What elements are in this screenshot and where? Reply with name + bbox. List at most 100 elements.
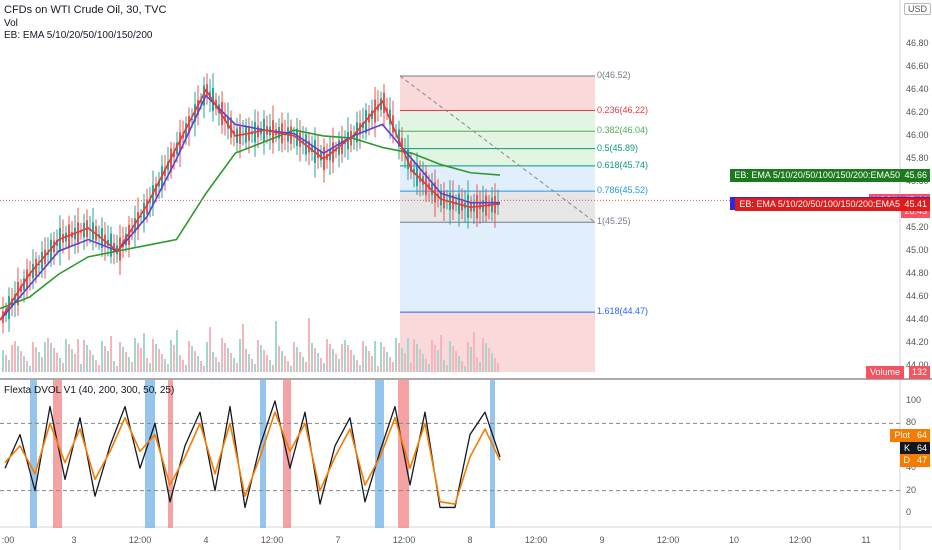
volume-bar (194, 351, 196, 372)
volume-bar (254, 364, 256, 372)
volume-bar (419, 349, 421, 372)
volume-bar (272, 365, 274, 372)
volume-bar (131, 362, 133, 372)
candle-body (191, 118, 193, 120)
volume-bar (464, 366, 466, 372)
volume-bar (317, 353, 319, 372)
volume-bar (389, 357, 391, 372)
volume-legend: Vol (4, 18, 18, 29)
volume-bar (41, 357, 43, 372)
volume-bar (386, 352, 388, 372)
volume-bar (428, 364, 430, 372)
candle-body (233, 130, 235, 134)
volume-bar (398, 343, 400, 372)
currency-label[interactable]: USD (904, 3, 932, 15)
volume-bar (308, 318, 310, 372)
volume-bar (395, 338, 397, 372)
volume-bar (479, 362, 481, 372)
ema-line-ema50[interactable] (0, 129, 501, 310)
volume-bar (38, 352, 40, 372)
price-tick: 46.40 (906, 83, 929, 94)
volume-bar (137, 343, 139, 372)
symbol-title: CFDs on WTI Crude Oil, 30, TVC (4, 4, 167, 16)
fib-level-label: 0.5(45.89) (597, 142, 639, 153)
fib-trend-line[interactable] (399, 75, 596, 223)
candle-body (344, 142, 346, 144)
volume-bar (62, 363, 64, 372)
volume-bar (416, 344, 418, 372)
volume-bar (311, 343, 313, 372)
time-tick: 12:00 (524, 535, 548, 545)
volume-bar (119, 342, 121, 372)
volume-bar (341, 344, 343, 372)
volume-bar (221, 338, 223, 372)
volume-bar (473, 332, 475, 372)
candle-body (407, 149, 409, 170)
time-tick: 11 (861, 535, 871, 545)
volume-bar (329, 344, 331, 372)
signal-column (53, 380, 62, 528)
time-tick: 9 (599, 535, 605, 545)
volume-bar (383, 347, 385, 372)
price-tick: 44.60 (906, 291, 929, 302)
volume-bar (80, 364, 82, 372)
volume-bar (56, 353, 58, 372)
volume-bar (35, 347, 37, 372)
volume-bar (275, 321, 277, 372)
volume-bar (455, 351, 457, 372)
price-tick: 45.20 (906, 222, 929, 233)
candle-body (173, 151, 175, 158)
price-tag-label: Volume (865, 366, 904, 379)
volume-bar (404, 353, 406, 372)
price-tick: 44.00 (906, 360, 929, 370)
oscillator-d-line[interactable] (4, 411, 501, 505)
fib-zone (400, 131, 595, 149)
fib-zone (400, 76, 595, 111)
volume-bar (407, 338, 409, 372)
volume-bar (284, 356, 286, 372)
candle-body (155, 183, 157, 196)
volume-bar (107, 351, 109, 372)
volume-bar (173, 345, 175, 372)
volume-bar (176, 330, 178, 372)
candle-body (389, 109, 391, 125)
volume-bar (281, 351, 283, 372)
indicator-tag-value: 64 (913, 442, 930, 456)
fib-level-label: 0.786(45.52) (597, 185, 649, 196)
volume-bar (263, 350, 265, 372)
candle-body (194, 104, 196, 122)
price-tag-label: EB: EMA 5/10/20/50/100/150/200:EMA5 (735, 197, 904, 211)
candle-body (167, 161, 169, 171)
candle-body (131, 228, 133, 232)
volume-bar (167, 364, 169, 372)
volume-bar (359, 365, 361, 372)
volume-bar (197, 356, 199, 372)
volume-bar (401, 348, 403, 372)
candle-body (410, 160, 412, 173)
volume-bar (497, 363, 499, 372)
ema-line-ema10[interactable] (0, 94, 500, 321)
volume-bar (206, 342, 208, 372)
candle-body (20, 285, 22, 292)
volume-bar (98, 365, 100, 372)
price-tag-value: 132 (908, 366, 930, 379)
fib-level-label: 0.236(46.22) (597, 104, 649, 115)
price-tick: 45.00 (906, 245, 929, 256)
volume-bar (446, 365, 448, 372)
volume-bar (494, 358, 496, 372)
oscillator-tick: 0 (906, 507, 912, 518)
volume-bar (113, 361, 115, 372)
ema-line-ema5[interactable] (0, 88, 501, 321)
volume-bar (224, 343, 226, 372)
volume-bar (434, 345, 436, 372)
volume-bar (362, 341, 364, 372)
candle-body (11, 298, 13, 308)
oscillator-k-line[interactable] (4, 400, 501, 509)
volume-bar (44, 342, 46, 372)
fib-zone (400, 148, 595, 166)
candle-body (14, 293, 16, 303)
indicator-tag-label: Plot (890, 428, 914, 442)
volume-bar (140, 348, 142, 372)
candle-body (203, 85, 205, 106)
